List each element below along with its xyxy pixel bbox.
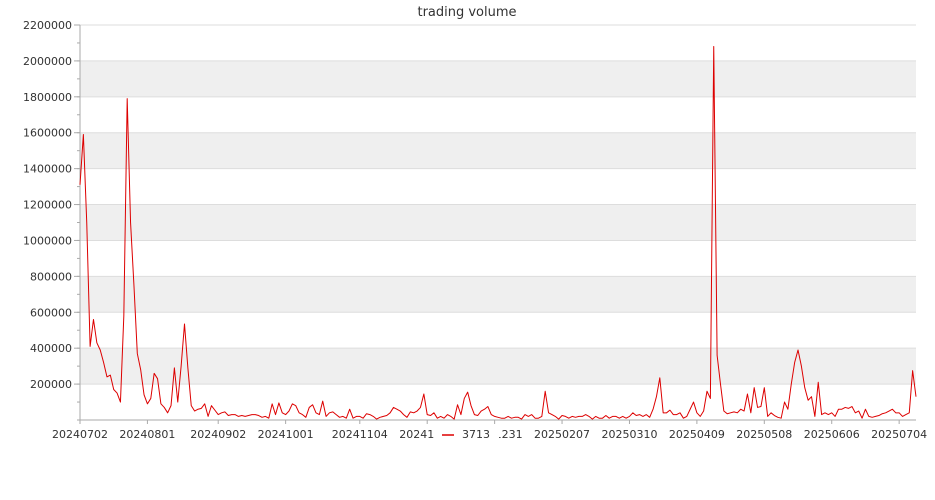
y-tick-label: 1200000 [23, 199, 72, 212]
grid-band [80, 348, 916, 385]
legend: 3713 [435, 426, 499, 442]
y-tick-label: 1400000 [23, 163, 72, 176]
series-group [79, 46, 917, 420]
y-tick-label: 400000 [30, 342, 72, 355]
y-tick-label: 2200000 [23, 19, 72, 32]
x-tick-label: 20240902 [190, 428, 246, 441]
x-tick-label: 20250704 [871, 428, 927, 441]
x-tick-label: 20241001 [258, 428, 314, 441]
y-tick-label: 1600000 [23, 127, 72, 140]
y-axis: 200000 400000 600000 800000 1000000 1200000 14… [23, 19, 81, 421]
x-tick-label: 20250508 [736, 428, 792, 441]
chart-title: trading volume [417, 5, 516, 20]
y-tick-label: 800000 [30, 270, 72, 283]
grid-bands [80, 60, 916, 385]
x-tick-label: 20241104 [332, 428, 388, 441]
series-line-3713 [79, 46, 917, 420]
x-tick-label: 20250207 [534, 428, 590, 441]
y-tick-label: 600000 [30, 306, 72, 319]
grid-band [80, 276, 916, 313]
x-tick-label: 20240702 [52, 428, 108, 441]
x-tick-label: 20240801 [119, 428, 175, 441]
x-tick-label: 20250310 [601, 428, 657, 441]
y-tick-label: 2000000 [23, 55, 72, 68]
y-tick-label: 200000 [30, 378, 72, 391]
grid-lines [80, 24, 916, 385]
grid-band [80, 132, 916, 169]
x-tick-label: 20250409 [669, 428, 725, 441]
y-tick-label: 1800000 [23, 91, 72, 104]
legend-label-3713: 3713 [462, 428, 490, 441]
x-tick-label: 20250606 [804, 428, 860, 441]
y-tick-label: 1000000 [23, 234, 72, 247]
legend-background [435, 426, 499, 442]
grid-band [80, 60, 916, 97]
grid-band [80, 204, 916, 241]
